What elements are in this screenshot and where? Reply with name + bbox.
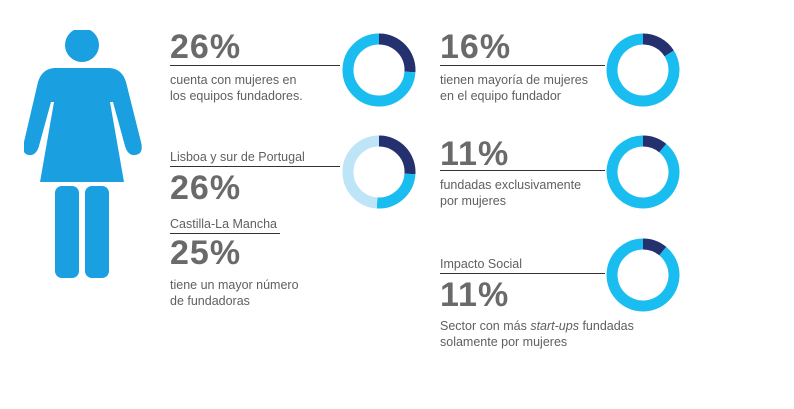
- stat-3-rule-1: [170, 166, 340, 167]
- stat-5-value: 11%: [440, 276, 510, 314]
- donut-3-slice-3: [342, 135, 380, 209]
- donut-2-slice-1: [642, 33, 674, 57]
- stat-4-value: 11%: [440, 135, 510, 173]
- stat-4-caption-line2: por mujeres: [440, 194, 506, 208]
- stat-3-value2: 25%: [170, 234, 242, 272]
- stat-2-value: 16%: [440, 28, 512, 66]
- stat-2-rule: [440, 65, 605, 66]
- donut-4-slice-2: [606, 135, 680, 209]
- stat-3-caption-line1: tiene un mayor número: [170, 278, 299, 292]
- donut-3-slice-1: [378, 135, 416, 175]
- donut-1-slice-1: [378, 33, 416, 73]
- stat-5-caption-line2: solamente por mujeres: [440, 335, 568, 349]
- stat-4-rule: [440, 170, 605, 171]
- stat-5-rule: [440, 273, 605, 274]
- stat-3-value1: 26%: [170, 169, 242, 207]
- donut-chart-5: [606, 238, 680, 312]
- stat-3-caption-line2: de fundadoras: [170, 294, 250, 308]
- stat-4-caption: fundadas exclusivamente por mujeres: [440, 177, 581, 209]
- woman-figure-icon: [24, 30, 142, 278]
- donut-1-slice-2: [342, 33, 416, 107]
- donut-chart-3: [342, 135, 416, 209]
- stat-1-caption-line1: cuenta con mujeres en: [170, 73, 297, 87]
- stat-5-caption-line1: Sector con más start-ups fundadas: [440, 318, 634, 334]
- stat-1-rule: [170, 65, 340, 66]
- stat-5-caption-line1c: fundadas: [578, 319, 634, 333]
- donut-chart-2: [606, 33, 680, 107]
- stat-2-caption: tienen mayoría de mujeres en el equipo f…: [440, 72, 588, 104]
- stat-2-caption-line1: tienen mayoría de mujeres: [440, 73, 588, 87]
- stat-1-caption: cuenta con mujeres en los equipos fundad…: [170, 72, 303, 104]
- stat-1-caption-line2: los equipos fundadores.: [170, 89, 303, 103]
- stat-3-region1-label: Lisboa y sur de Portugal: [170, 150, 305, 164]
- donut-4-slice-1: [642, 135, 667, 153]
- stat-5-caption-line1a: Sector con más: [440, 319, 531, 333]
- donut-chart-1: [342, 33, 416, 107]
- stat-3-caption: tiene un mayor número de fundadoras: [170, 277, 299, 309]
- donut-5-slice-1: [642, 238, 667, 256]
- donut-3-slice-2: [376, 173, 416, 209]
- stat-5-label: Impacto Social: [440, 257, 522, 271]
- stat-5-caption-line1b: start-ups: [530, 319, 579, 333]
- stat-3-region2-label: Castilla-La Mancha: [170, 217, 277, 231]
- stat-3-rule-2: [170, 233, 280, 234]
- stat-5-caption: Sector con más start-ups fundadas solame…: [440, 318, 634, 350]
- donut-5-slice-2: [606, 238, 680, 312]
- donut-2-slice-2: [606, 33, 680, 107]
- donut-chart-4: [606, 135, 680, 209]
- stat-4-caption-line1: fundadas exclusivamente: [440, 178, 582, 192]
- stat-2-caption-line2: en el equipo fundador: [440, 89, 561, 103]
- stat-1-value: 26%: [170, 28, 242, 66]
